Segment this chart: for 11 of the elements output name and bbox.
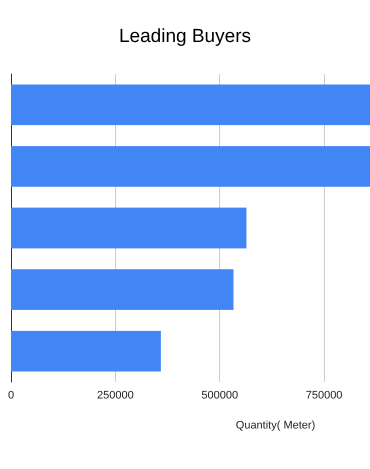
x-tick-label: 250000 <box>97 390 134 402</box>
x-tick-label: 0 <box>8 390 14 402</box>
bar <box>11 84 370 126</box>
x-axis-title: Quantity( Meter) <box>236 420 316 432</box>
x-tick-label: 750000 <box>306 390 342 402</box>
bar <box>11 330 161 372</box>
bar <box>11 269 234 310</box>
bar <box>11 146 370 187</box>
bar <box>11 208 246 248</box>
x-tick-label: 500000 <box>201 390 238 402</box>
chart-title: Leading Buyers <box>118 26 252 47</box>
